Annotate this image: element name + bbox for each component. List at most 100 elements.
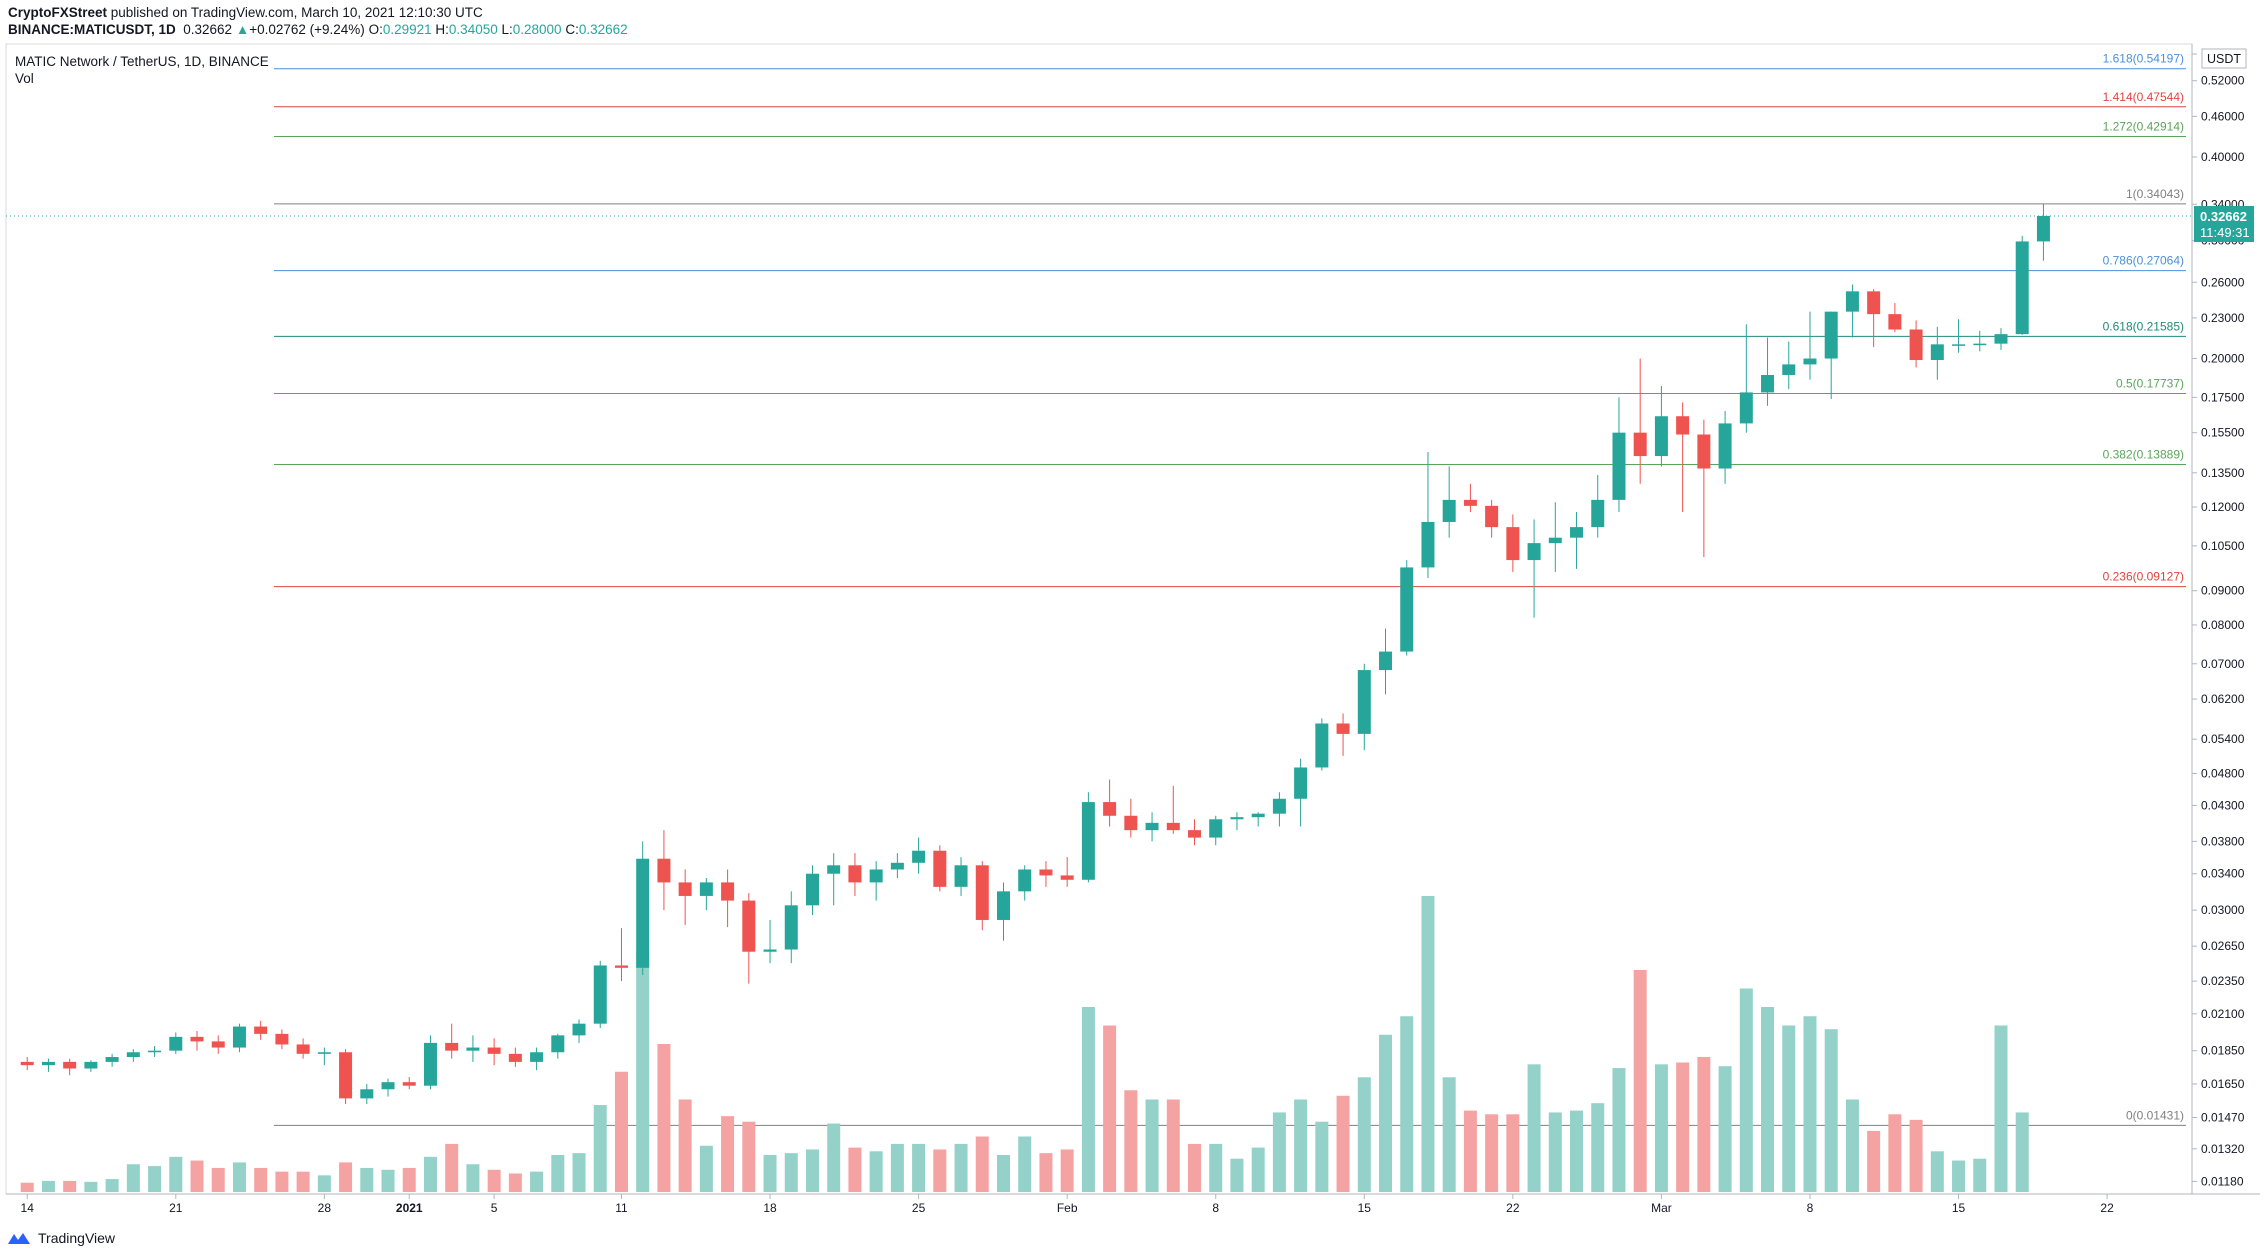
time-tick-label: 2021 [396,1201,423,1215]
time-tick-label: 8 [1807,1201,1814,1215]
candle-body [996,891,1010,920]
price-tick-label: 0.12000 [2201,500,2245,514]
candle-body [1315,723,1329,768]
high-value: 0.34050 [448,22,498,37]
candle-body [1421,521,1435,568]
currency-label: USDT [2207,52,2241,66]
volume-bar [678,1099,692,1192]
symbol-line: BINANCE:MATICUSDT, 1D [8,22,176,37]
time-tick-label: 11 [615,1201,628,1215]
candle-body [1994,334,2008,344]
candle-body [975,865,989,920]
candle-body [1761,374,1775,393]
volume-bar [1230,1158,1244,1192]
price-tick-label: 0.15500 [2201,426,2245,440]
candle-body [381,1082,395,1090]
price-tick-label: 0.01650 [2201,1077,2245,1091]
low-value: 0.28000 [512,22,562,37]
candle-body [1570,527,1584,538]
candle-body [572,1023,586,1036]
volume-bar [1782,1025,1796,1192]
volume-bar [1251,1147,1265,1192]
volume-bar [84,1181,98,1192]
fibonacci-levels: 1.618(0.54197) 1.414(0.47544) 1.272(0.4291… [274,52,2186,1126]
candle-body [1888,314,1902,330]
fib-label: 0.618(0.21585) [2103,319,2184,333]
low-label: L: [501,22,513,37]
volume-bar [1548,1112,1562,1192]
current-price-tag [2194,206,2254,242]
candle-body [508,1053,522,1062]
time-tick-label: Mar [1651,1201,1672,1215]
volume-bar [1485,1114,1499,1192]
last-price: 0.32662 [183,22,233,37]
candle-body [1251,813,1265,818]
volume-bar [890,1143,904,1192]
candle-body [530,1052,544,1062]
candle-body [1973,343,1987,346]
tradingview-footer[interactable]: TradingView [6,1230,115,1246]
candle-body [1209,819,1223,838]
price-tick-label: 0.20000 [2201,352,2245,366]
candle-body [487,1047,501,1054]
volume-bar [1888,1114,1902,1192]
volume-bar [1803,1016,1817,1192]
candle-body [1803,358,1817,365]
volume-bar [1060,1149,1074,1192]
price-tick-label: 0.23000 [2201,311,2245,325]
time-axis[interactable]: 14 21 28 2021 5 11 18 25 Feb 8 15 22 Mar 8 15 22 [21,1194,2115,1215]
current-price-value: 0.32662 [2200,209,2247,224]
volume-bar [636,951,650,1192]
volume-bar [211,1167,225,1192]
volume-bar [848,1147,862,1192]
volume-bar [1570,1110,1584,1192]
volume-legend: Vol [15,71,34,86]
price-tick-label: 0.06200 [2201,692,2245,706]
candle-body [1633,432,1647,457]
volume-bar [1442,1077,1456,1192]
open-value: 0.29921 [382,22,432,37]
volume-bar [1973,1158,1987,1192]
volume-bar [1824,1029,1838,1192]
candle-body [317,1052,331,1054]
fib-label: 0.5(0.17737) [2116,376,2184,390]
price-tick-label: 0.02100 [2201,1007,2245,1021]
price-tick-label: 0.05400 [2201,732,2245,746]
currency-box[interactable] [2201,48,2247,69]
price-tick-label: 0.52000 [2201,74,2245,88]
volume-bar [1739,988,1753,1192]
volume-bar [466,1164,480,1192]
volume-bar [657,1044,671,1192]
volume-bar [487,1169,501,1192]
volume-bar [169,1156,183,1192]
candle-body [466,1047,480,1051]
fib-label: 1.272(0.42914) [2103,120,2184,134]
candle-body [1442,499,1456,522]
candle-body [1548,537,1562,544]
time-tick-label: 18 [763,1201,777,1215]
volume-bar [1124,1090,1138,1192]
fib-label: 1(0.34043) [2126,187,2184,201]
candle-body [275,1033,289,1045]
candle-body [869,869,883,883]
price-tick-label: 0.01320 [2201,1142,2245,1156]
volume-bar [296,1171,310,1192]
volume-bar [1166,1099,1180,1192]
candle-body [1867,291,1881,315]
plot-border [5,43,2193,1195]
candle-body [190,1036,204,1042]
volume-bar [190,1160,204,1192]
candle-body [1166,822,1180,831]
fib-label: 0(0.01431) [2126,1108,2184,1122]
candle-body [1909,329,1923,360]
candle-body [1612,432,1626,500]
candle-body [890,862,904,870]
candle-body [1379,651,1393,671]
candle-body [1591,499,1605,528]
price-tick-label: 0.46000 [2201,109,2245,123]
candle-body [1697,434,1711,469]
volume-bar [763,1155,777,1192]
candle-body [1930,344,1944,360]
volume-bar [1081,1007,1095,1192]
